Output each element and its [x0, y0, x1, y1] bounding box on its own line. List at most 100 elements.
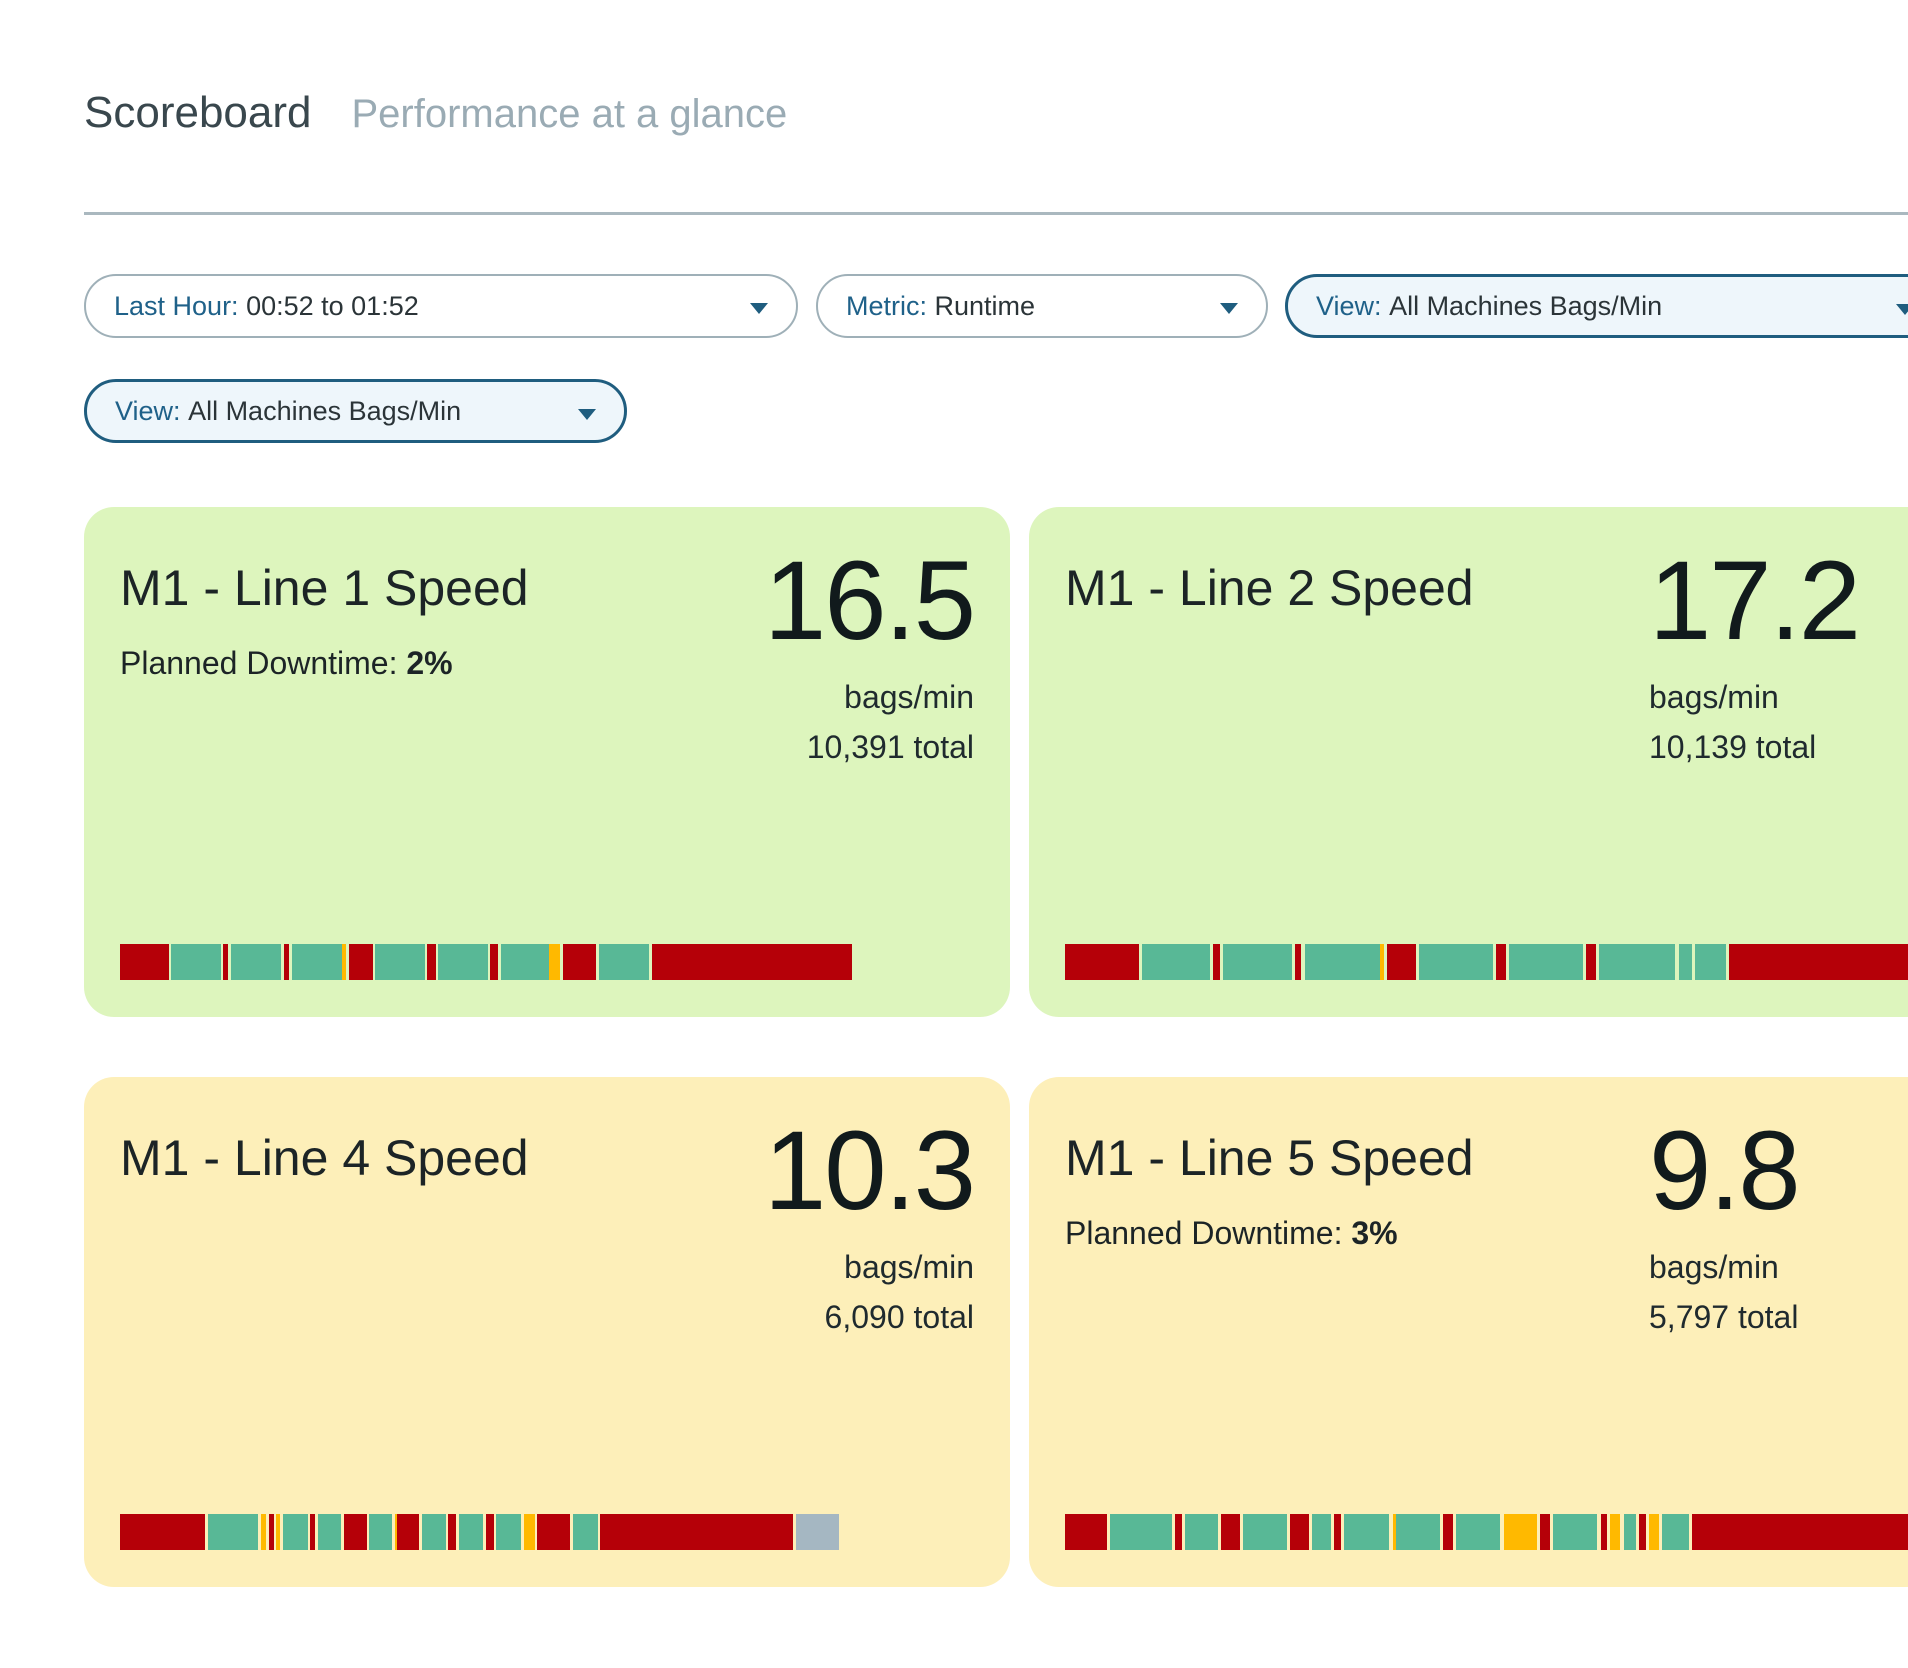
running-segment	[496, 1514, 521, 1550]
running-segment	[171, 944, 221, 980]
running-segment	[207, 1514, 259, 1550]
chevron-down-icon	[750, 303, 768, 314]
downtime-segment	[268, 1514, 274, 1550]
runtime-timeline	[1065, 944, 1908, 980]
running-segment	[1243, 1514, 1288, 1550]
downtime-segment	[120, 1514, 206, 1550]
card-title: M1 - Line 4 Speed	[120, 1130, 529, 1186]
chevron-down-icon	[578, 409, 596, 420]
downtime-segment	[537, 1514, 571, 1550]
running-segment	[282, 1514, 308, 1550]
page-title: Scoreboard	[84, 88, 312, 137]
running-segment	[230, 944, 282, 980]
running-segment	[438, 944, 488, 980]
page-subtitle: Performance at a glance	[351, 92, 788, 136]
card-title: M1 - Line 2 Speed	[1065, 560, 1474, 616]
warning-segment	[523, 1514, 535, 1550]
metric-label: Metric:	[846, 290, 927, 321]
planned-downtime-value: 2%	[406, 645, 453, 681]
downtime-segment	[120, 944, 169, 980]
downtime-segment	[562, 944, 597, 980]
view-label: View:	[115, 395, 181, 426]
running-segment	[1456, 1514, 1501, 1550]
downtime-segment	[600, 1514, 794, 1550]
running-segment	[458, 1514, 484, 1550]
view-value: All Machines Bags/Min	[188, 395, 462, 426]
downtime-segment	[1639, 1514, 1646, 1550]
running-segment	[1312, 1514, 1332, 1550]
downtime-segment	[223, 944, 229, 980]
downtime-segment	[448, 1514, 457, 1550]
bag-total: 10,391 total	[806, 729, 974, 765]
speed-value: 17.2	[1649, 538, 1861, 663]
downtime-segment	[651, 944, 852, 980]
machine-card-line-2[interactable]: M1 - Line 2 Speed 17.2 bags/min 10,139 t…	[1029, 507, 1908, 1017]
downtime-segment	[1065, 944, 1139, 980]
planned-downtime: Planned Downtime: 2%	[120, 645, 453, 682]
running-segment	[1695, 944, 1726, 980]
downtime-segment	[1586, 944, 1597, 980]
header-divider	[84, 212, 1908, 215]
view-value: All Machines Bags/Min	[1389, 290, 1663, 321]
downtime-segment	[1540, 1514, 1550, 1550]
downtime-segment	[310, 1514, 316, 1550]
time-range-value: 00:52 to 01:52	[246, 290, 419, 321]
downtime-segment	[1387, 944, 1416, 980]
running-segment	[1678, 944, 1692, 980]
downtime-segment	[343, 1514, 367, 1550]
running-segment	[1184, 1514, 1218, 1550]
warning-segment	[1392, 1514, 1396, 1550]
running-segment	[1509, 944, 1583, 980]
bag-total: 5,797 total	[1649, 1299, 1799, 1335]
machine-card-line-5[interactable]: M1 - Line 5 Speed Planned Downtime: 3% 9…	[1029, 1077, 1908, 1587]
running-segment	[1662, 1514, 1689, 1550]
downtime-segment	[1600, 1514, 1608, 1550]
running-segment	[1141, 944, 1211, 980]
view-dropdown-secondary[interactable]: View: All Machines Bags/Min	[84, 379, 627, 443]
card-title: M1 - Line 5 Speed	[1065, 1130, 1474, 1186]
metric-value: Runtime	[934, 290, 1036, 321]
speed-metric: 9.8 bags/min 5,797 total	[1649, 1115, 1801, 1337]
downtime-segment	[1221, 1514, 1240, 1550]
machine-card-line-1[interactable]: M1 - Line 1 Speed Planned Downtime: 2% 1…	[84, 507, 1010, 1017]
downtime-segment	[1174, 1514, 1182, 1550]
downtime-segment	[1065, 1514, 1107, 1550]
planned-downtime-label: Planned Downtime:	[1065, 1215, 1343, 1251]
running-segment	[1599, 944, 1676, 980]
speed-value: 16.5	[764, 538, 976, 663]
downtime-segment	[1729, 944, 1908, 980]
runtime-timeline	[120, 1514, 974, 1550]
view-dropdown-primary[interactable]: View: All Machines Bags/Min	[1285, 274, 1908, 338]
running-segment	[291, 944, 342, 980]
downtime-segment	[1496, 944, 1506, 980]
speed-unit: bags/min	[1649, 1249, 1779, 1285]
view-label: View:	[1316, 290, 1382, 321]
machine-card-line-4[interactable]: M1 - Line 4 Speed 10.3 bags/min 6,090 to…	[84, 1077, 1010, 1587]
running-segment	[500, 944, 550, 980]
downtime-segment	[1334, 1514, 1342, 1550]
running-segment	[422, 1514, 446, 1550]
runtime-timeline	[120, 944, 974, 980]
running-segment	[375, 944, 425, 980]
warning-segment	[394, 1514, 398, 1550]
downtime-segment	[427, 944, 436, 980]
card-title: M1 - Line 1 Speed	[120, 560, 529, 616]
speed-metric: 16.5 bags/min 10,391 total	[764, 538, 976, 767]
metric-dropdown[interactable]: Metric: Runtime	[816, 274, 1268, 338]
planned-downtime: Planned Downtime: 3%	[1065, 1215, 1398, 1252]
warning-segment	[341, 944, 347, 980]
running-segment	[1223, 944, 1292, 980]
warning-segment	[260, 1514, 266, 1550]
downtime-segment	[490, 944, 499, 980]
downtime-segment	[1294, 944, 1302, 980]
running-segment	[573, 1514, 598, 1550]
chevron-down-icon	[1220, 303, 1238, 314]
runtime-timeline	[1065, 1514, 1908, 1550]
time-range-label: Last Hour:	[114, 290, 239, 321]
warning-segment	[1610, 1514, 1621, 1550]
downtime-segment	[486, 1514, 494, 1550]
running-segment	[369, 1514, 393, 1550]
time-range-dropdown[interactable]: Last Hour: 00:52 to 01:52	[84, 274, 798, 338]
speed-metric: 17.2 bags/min 10,139 total	[1649, 538, 1861, 767]
downtime-segment	[283, 944, 289, 980]
